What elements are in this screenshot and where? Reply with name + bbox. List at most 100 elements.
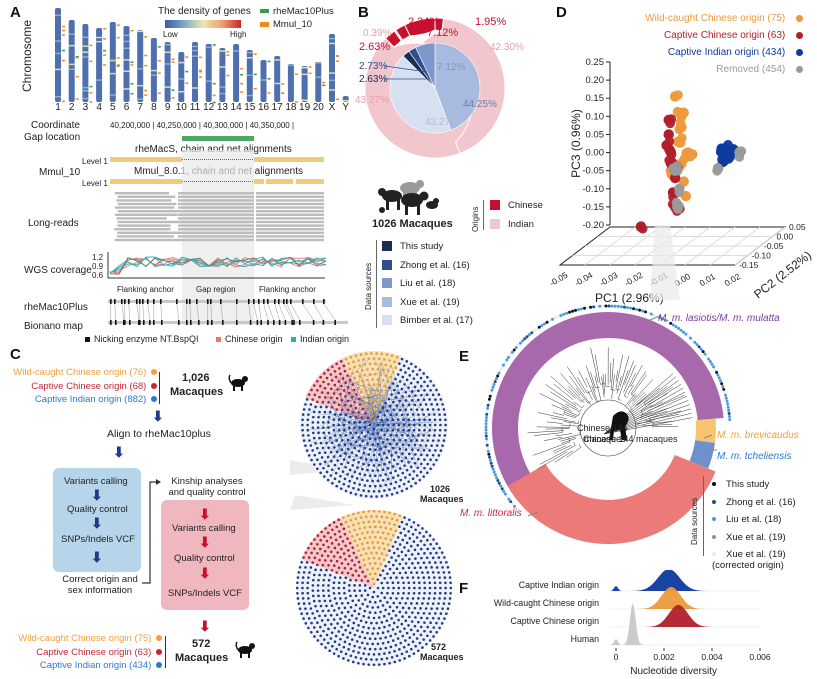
macaque-node bbox=[390, 517, 394, 521]
macaque-node bbox=[307, 434, 310, 437]
macaque-node bbox=[383, 384, 386, 388]
density-band bbox=[178, 78, 185, 80]
tree-branch bbox=[637, 387, 661, 406]
macaque-node bbox=[398, 648, 401, 651]
pc3-tick-label: 0.10 bbox=[586, 111, 605, 122]
macaque-node bbox=[330, 468, 334, 471]
marker-tick bbox=[144, 64, 148, 67]
pca-legend-item: Wild-caught Chinese origin (75) bbox=[645, 13, 803, 24]
macaque-node bbox=[353, 528, 356, 532]
macaque-node bbox=[387, 423, 390, 427]
tree-branch bbox=[539, 445, 576, 465]
macaque-node bbox=[380, 418, 384, 422]
source-dot bbox=[484, 428, 488, 432]
macaque-node bbox=[321, 421, 325, 424]
macaque-node bbox=[432, 576, 436, 579]
tree-branch bbox=[561, 438, 576, 444]
macaque-node bbox=[404, 534, 407, 537]
macaque-node bbox=[322, 594, 326, 598]
macaque-node bbox=[346, 659, 350, 662]
macaque-node bbox=[367, 616, 371, 619]
macaque-node bbox=[366, 579, 370, 583]
source-legend-item: Xue et al. (19) bbox=[382, 297, 460, 308]
gap-location-label: Gap location bbox=[24, 132, 81, 143]
macaque-node bbox=[439, 423, 442, 427]
long-read bbox=[178, 195, 254, 198]
macaque-node bbox=[370, 551, 373, 555]
macaque-node bbox=[429, 379, 432, 383]
macaque-node bbox=[353, 644, 356, 648]
chromosome-4 bbox=[96, 28, 107, 102]
density-band bbox=[123, 88, 130, 90]
macaque-node bbox=[444, 586, 447, 590]
marker-tick bbox=[62, 49, 65, 52]
macaque-node bbox=[412, 521, 416, 524]
pc3-tick-label: -0.05 bbox=[582, 166, 604, 177]
macaque-node bbox=[333, 626, 337, 630]
origins-legend-divider bbox=[483, 200, 484, 230]
macaque-node bbox=[328, 410, 332, 414]
macaque-node bbox=[380, 494, 384, 498]
macaque-node bbox=[381, 542, 385, 545]
macaque-node bbox=[389, 576, 393, 580]
macaque-node bbox=[433, 581, 437, 585]
source-dot bbox=[553, 316, 557, 320]
macaque-node bbox=[311, 398, 314, 401]
macaque-node bbox=[392, 621, 396, 625]
macaque-node bbox=[408, 615, 411, 619]
macaque-node bbox=[431, 408, 435, 411]
macaque-node bbox=[337, 566, 341, 570]
macaque-node bbox=[358, 635, 362, 639]
macaque-node bbox=[335, 484, 339, 488]
macaque-node bbox=[372, 383, 376, 386]
macaque-node bbox=[310, 621, 313, 625]
macaque-node bbox=[313, 635, 316, 638]
macaque-node bbox=[410, 620, 414, 623]
macaque-icon bbox=[235, 641, 255, 658]
macaque-node bbox=[426, 439, 430, 442]
square-icon bbox=[85, 337, 90, 343]
macaque-node bbox=[362, 558, 366, 562]
macaque-node bbox=[388, 567, 392, 571]
source-dot bbox=[508, 353, 512, 357]
macaque-node bbox=[398, 408, 402, 412]
macaque-node bbox=[371, 530, 374, 534]
macaque-node bbox=[329, 637, 333, 640]
macaque-node bbox=[323, 623, 327, 627]
align1-title: rheMacS, chain and net alignments bbox=[135, 144, 292, 155]
macaque-node bbox=[342, 552, 346, 555]
density-band bbox=[150, 74, 157, 76]
macaque-node bbox=[415, 602, 419, 605]
macaque-node bbox=[428, 418, 432, 422]
chromosome-17 bbox=[274, 56, 285, 102]
marker-tick bbox=[294, 101, 298, 103]
macaque-node bbox=[399, 531, 403, 535]
macaque-node bbox=[358, 403, 362, 406]
macaque-node bbox=[309, 607, 313, 610]
kinship-edge bbox=[377, 399, 407, 427]
source-dot bbox=[619, 305, 623, 309]
macaque-node bbox=[341, 470, 345, 473]
macaque-node bbox=[426, 462, 430, 466]
density-band bbox=[82, 36, 89, 39]
marker-tick bbox=[62, 59, 65, 62]
macaque-node bbox=[379, 362, 382, 366]
legend-label: This study bbox=[726, 479, 770, 490]
macaque-node bbox=[374, 484, 377, 488]
macaque-node bbox=[371, 595, 374, 599]
level-label-1: Level 1 bbox=[82, 157, 108, 166]
macaque-node bbox=[411, 448, 414, 451]
tree-branch bbox=[551, 404, 579, 416]
macaque-node bbox=[320, 619, 324, 622]
macaque-node bbox=[332, 428, 336, 432]
macaque-node bbox=[399, 478, 403, 482]
macaque-node bbox=[313, 616, 317, 620]
macaque-node bbox=[304, 444, 307, 447]
macaque-node bbox=[354, 431, 358, 435]
macaque-node bbox=[396, 429, 400, 432]
macaque-node bbox=[423, 629, 426, 633]
bionano-map-bar bbox=[108, 321, 348, 324]
macaque-node bbox=[351, 573, 355, 577]
density-band bbox=[164, 86, 171, 88]
macaque-node bbox=[401, 558, 404, 561]
